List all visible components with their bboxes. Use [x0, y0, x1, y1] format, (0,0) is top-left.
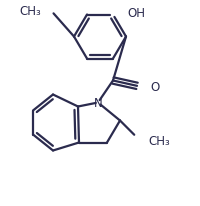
Text: N: N — [94, 97, 102, 109]
Text: OH: OH — [127, 7, 145, 20]
Text: CH₃: CH₃ — [148, 134, 170, 147]
Text: CH₃: CH₃ — [19, 5, 41, 18]
Text: O: O — [150, 81, 159, 94]
